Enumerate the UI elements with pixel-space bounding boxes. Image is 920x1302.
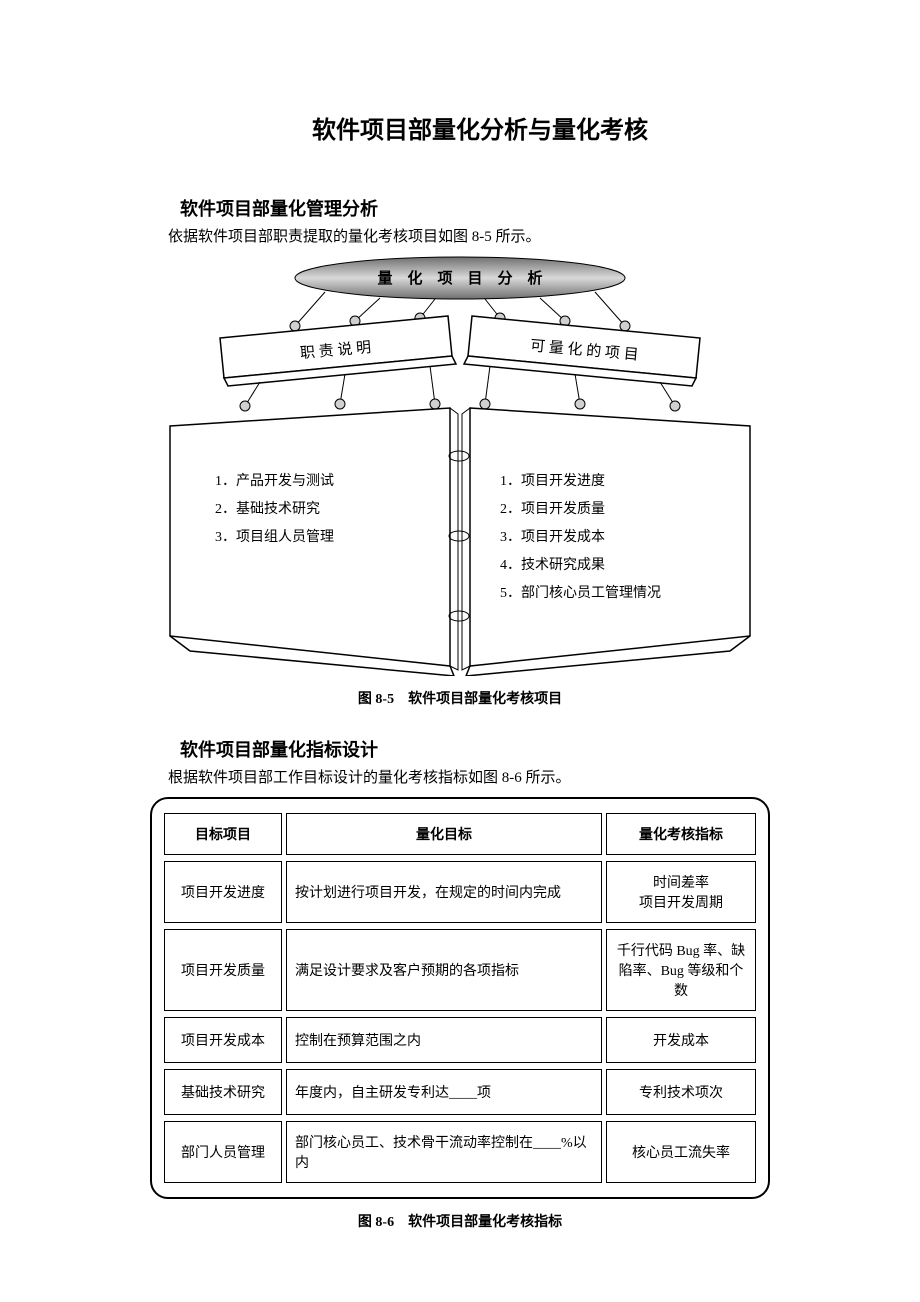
left-list: 1．产品开发与测试 2．基础技术研究 3．项目组人员管理 — [215, 468, 334, 552]
cell-goal: 控制在预算范围之内 — [286, 1017, 602, 1063]
section1-intro: 依据软件项目部职责提取的量化考核项目如图 8-5 所示。 — [168, 225, 920, 246]
list-item: 2．基础技术研究 — [215, 496, 334, 524]
left-tab: 职 责 说 明 — [220, 316, 456, 386]
th-indicator: 量化考核指标 — [606, 813, 756, 855]
list-item: 4．技术研究成果 — [500, 552, 661, 580]
cell-target: 部门人员管理 — [164, 1121, 282, 1183]
table-row: 项目开发进度按计划进行项目开发，在规定的时间内完成时间差率 项目开发周期 — [164, 861, 756, 923]
th-goal: 量化目标 — [286, 813, 602, 855]
list-item: 5．部门核心员工管理情况 — [500, 580, 661, 608]
list-item: 3．项目组人员管理 — [215, 524, 334, 552]
diagram-8-5: 量 化 项 目 分 析 职 责 说 明 可 量 化 的 项 目 — [150, 256, 770, 676]
cell-indicator: 时间差率 项目开发周期 — [606, 861, 756, 923]
indicator-table: 目标项目 量化目标 量化考核指标 项目开发进度按计划进行项目开发，在规定的时间内… — [160, 807, 760, 1189]
list-item: 3．项目开发成本 — [500, 524, 661, 552]
section1-heading: 软件项目部量化管理分析 — [180, 195, 920, 221]
cell-goal: 按计划进行项目开发，在规定的时间内完成 — [286, 861, 602, 923]
right-tab: 可 量 化 的 项 目 — [464, 316, 700, 386]
cell-target: 项目开发成本 — [164, 1017, 282, 1063]
cell-indicator: 千行代码 Bug 率、缺陷率、Bug 等级和个数 — [606, 929, 756, 1011]
cell-target: 基础技术研究 — [164, 1069, 282, 1115]
cell-target: 项目开发进度 — [164, 861, 282, 923]
list-item: 1．项目开发进度 — [500, 468, 661, 496]
indicator-table-wrapper: 目标项目 量化目标 量化考核指标 项目开发进度按计划进行项目开发，在规定的时间内… — [150, 797, 770, 1199]
cell-indicator: 核心员工流失率 — [606, 1121, 756, 1183]
page-title: 软件项目部量化分析与量化考核 — [0, 110, 920, 145]
table-row: 基础技术研究年度内，自主研发专利达____项专利技术项次 — [164, 1069, 756, 1115]
diagram-svg: 量 化 项 目 分 析 职 责 说 明 可 量 化 的 项 目 — [150, 256, 770, 676]
table-row: 项目开发成本控制在预算范围之内开发成本 — [164, 1017, 756, 1063]
section2-intro: 根据软件项目部工作目标设计的量化考核指标如图 8-6 所示。 — [168, 766, 920, 787]
table-row: 部门人员管理部门核心员工、技术骨干流动率控制在____%以内核心员工流失率 — [164, 1121, 756, 1183]
table-row: 项目开发质量满足设计要求及客户预期的各项指标千行代码 Bug 率、缺陷率、Bug… — [164, 929, 756, 1011]
figure-8-5-caption: 图 8-5 软件项目部量化考核项目 — [0, 688, 920, 708]
cell-indicator: 专利技术项次 — [606, 1069, 756, 1115]
th-target: 目标项目 — [164, 813, 282, 855]
ellipse-label: 量 化 项 目 分 析 — [377, 269, 542, 287]
cell-goal: 满足设计要求及客户预期的各项指标 — [286, 929, 602, 1011]
list-item: 1．产品开发与测试 — [215, 468, 334, 496]
cell-indicator: 开发成本 — [606, 1017, 756, 1063]
cell-goal: 部门核心员工、技术骨干流动率控制在____%以内 — [286, 1121, 602, 1183]
cell-goal: 年度内，自主研发专利达____项 — [286, 1069, 602, 1115]
cell-target: 项目开发质量 — [164, 929, 282, 1011]
list-item: 2．项目开发质量 — [500, 496, 661, 524]
right-list: 1．项目开发进度 2．项目开发质量 3．项目开发成本 4．技术研究成果 5．部门… — [500, 468, 661, 608]
figure-8-6-caption: 图 8-6 软件项目部量化考核指标 — [0, 1211, 920, 1231]
section2-heading: 软件项目部量化指标设计 — [180, 736, 920, 762]
